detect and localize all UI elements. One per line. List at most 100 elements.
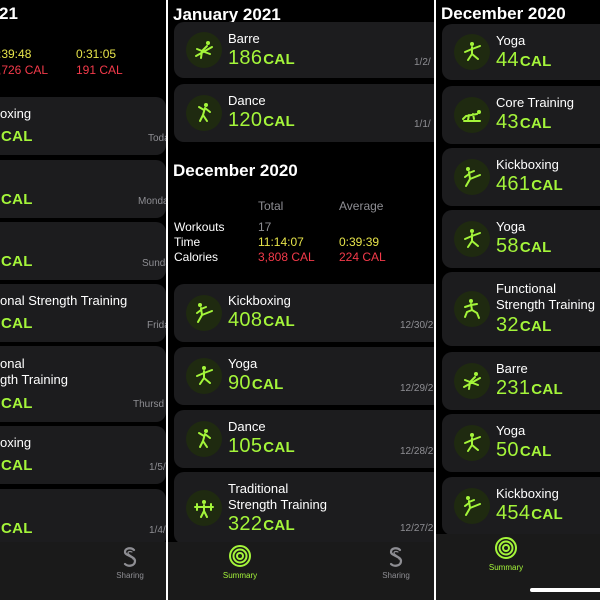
workout-name: onal Strength Training xyxy=(0,293,128,308)
workout-card[interactable]: Kickboxing 454CAL xyxy=(442,477,600,535)
workout-calories: 58CAL xyxy=(496,235,552,257)
workout-name: Core Training xyxy=(496,95,575,110)
workout-card[interactable]: Barre 186CAL 1/2/ xyxy=(174,22,434,78)
workout-card[interactable]: Dance 120CAL 1/1/ xyxy=(174,84,434,142)
dance-icon xyxy=(186,95,222,131)
workout-calories: CAL xyxy=(1,191,33,208)
month-heading: 21 xyxy=(0,4,18,23)
workout-date: 12/30/2 xyxy=(400,320,434,331)
workout-calories: CAL xyxy=(1,520,33,537)
workout-date: Toda xyxy=(148,133,166,144)
sharing-icon xyxy=(389,547,403,567)
workout-date: Frida xyxy=(147,320,166,331)
workout-date: 1/2/ xyxy=(414,57,431,68)
dance-icon xyxy=(186,421,222,457)
workout-name: Yoga xyxy=(496,33,526,48)
workout-name: oxing xyxy=(0,435,32,450)
average-column-header: Average xyxy=(339,199,384,213)
workout-card[interactable]: Core Training 43CAL xyxy=(442,86,600,144)
workout-card[interactable]: Dance 105CAL 12/28/2 xyxy=(174,410,434,468)
workout-calories: 43CAL xyxy=(496,111,552,133)
workout-date: 1/5/ xyxy=(149,462,166,473)
yoga-icon xyxy=(454,425,490,461)
calories-label: Calories xyxy=(174,250,219,264)
tab-summary[interactable]: Summary xyxy=(476,536,536,572)
workout-name: Kickboxing xyxy=(496,157,559,172)
workout-card[interactable]: oxing CAL Toda xyxy=(0,97,166,155)
tab-summary[interactable]: Summary xyxy=(210,544,270,580)
time-average: 0:39:39 xyxy=(339,235,380,249)
workout-card[interactable]: Yoga 58CAL xyxy=(442,210,600,268)
home-indicator[interactable] xyxy=(530,588,600,592)
kickboxing-icon xyxy=(454,488,490,524)
barre-icon xyxy=(186,32,222,68)
sharing-icon xyxy=(123,547,137,567)
activity-rings-icon xyxy=(229,545,251,567)
time-average: 0:31:05 xyxy=(76,47,117,61)
calories-total: ,726 CAL xyxy=(0,63,49,77)
workout-name: Yoga xyxy=(496,219,526,234)
workout-calories: 90CAL xyxy=(228,372,284,394)
time-total: :39:48 xyxy=(0,47,32,61)
workout-calories: CAL xyxy=(1,315,33,332)
workout-card[interactable]: Yoga 50CAL xyxy=(442,414,600,472)
workout-card[interactable]: Kickboxing 408CAL 12/30/2 xyxy=(174,284,434,342)
time-total: 11:14:07 xyxy=(258,235,304,249)
month-heading: December 2020 xyxy=(441,4,566,23)
tab-bar: Sharing xyxy=(0,542,166,600)
workout-card[interactable]: Barre 231CAL xyxy=(442,352,600,410)
core-training-icon xyxy=(454,97,490,133)
month-heading: January 2021 xyxy=(173,5,281,24)
workout-card[interactable]: Yoga 44CAL xyxy=(442,24,600,80)
left-screen: 21 :39:48 0:31:05 ,726 CAL 191 CAL oxing… xyxy=(0,0,166,600)
workout-card[interactable]: onal gth Training CAL Thursd xyxy=(0,346,166,422)
workout-card[interactable]: Traditional Strength Training 322CAL 12/… xyxy=(174,472,434,544)
workout-card[interactable]: CAL 1/4/ xyxy=(0,489,166,547)
workout-name: oxing xyxy=(0,106,32,121)
workout-date: Monda xyxy=(138,196,166,207)
tab-sharing[interactable]: Sharing xyxy=(100,546,160,580)
right-screen: December 2020 Yoga 44CAL Core Training 4… xyxy=(436,0,600,600)
workout-calories: 231CAL xyxy=(496,377,564,399)
workout-date: 1/1/ xyxy=(414,119,431,130)
calories-total: 3,808 CAL xyxy=(258,250,315,264)
tab-sharing[interactable]: Sharing xyxy=(366,546,426,580)
kickboxing-icon xyxy=(186,295,222,331)
tab-label: Sharing xyxy=(116,571,144,580)
workout-card[interactable]: Kickboxing 461CAL xyxy=(442,148,600,206)
workout-calories: 120CAL xyxy=(228,109,296,131)
yoga-icon xyxy=(454,34,490,70)
workout-calories: 105CAL xyxy=(228,435,296,457)
month-heading: December 2020 xyxy=(173,161,298,180)
workout-calories: 454CAL xyxy=(496,502,564,524)
workout-name: Kickboxing xyxy=(228,293,291,308)
functional-strength-icon xyxy=(454,291,490,327)
activity-rings-icon xyxy=(495,537,517,559)
workouts-label: Workouts xyxy=(174,220,225,234)
workout-card[interactable]: Functional Strength Training 32CAL xyxy=(442,272,600,346)
weightlifting-icon xyxy=(186,490,222,526)
workout-name: Yoga xyxy=(228,356,258,371)
tab-bar: Summary xyxy=(436,534,600,600)
workout-calories: 44CAL xyxy=(496,49,552,71)
workout-card[interactable]: CAL Monda xyxy=(0,160,166,218)
workout-name: Yoga xyxy=(496,423,526,438)
workout-date: 12/29/2 xyxy=(400,383,434,394)
workout-calories: 408CAL xyxy=(228,309,296,331)
workout-card[interactable]: Yoga 90CAL 12/29/2 xyxy=(174,347,434,405)
workout-name: Dance xyxy=(228,93,266,108)
workout-date: Sunda xyxy=(142,258,166,269)
workout-name: Kickboxing xyxy=(496,486,559,501)
workout-date: 12/27/2 xyxy=(400,523,434,534)
workout-card[interactable]: CAL Sunda xyxy=(0,222,166,280)
workout-calories: 322CAL xyxy=(228,513,296,535)
tab-label: Summary xyxy=(488,563,524,572)
workout-name: Dance xyxy=(228,419,266,434)
total-column-header: Total xyxy=(258,199,284,213)
workout-name: Barre xyxy=(228,31,260,46)
workout-card[interactable]: oxing CAL 1/5/ xyxy=(0,426,166,484)
yoga-icon xyxy=(186,358,222,394)
kickboxing-icon xyxy=(454,159,490,195)
workout-card[interactable]: onal Strength Training CAL Frida xyxy=(0,284,166,342)
tab-bar: Summary Sharing xyxy=(168,542,434,600)
